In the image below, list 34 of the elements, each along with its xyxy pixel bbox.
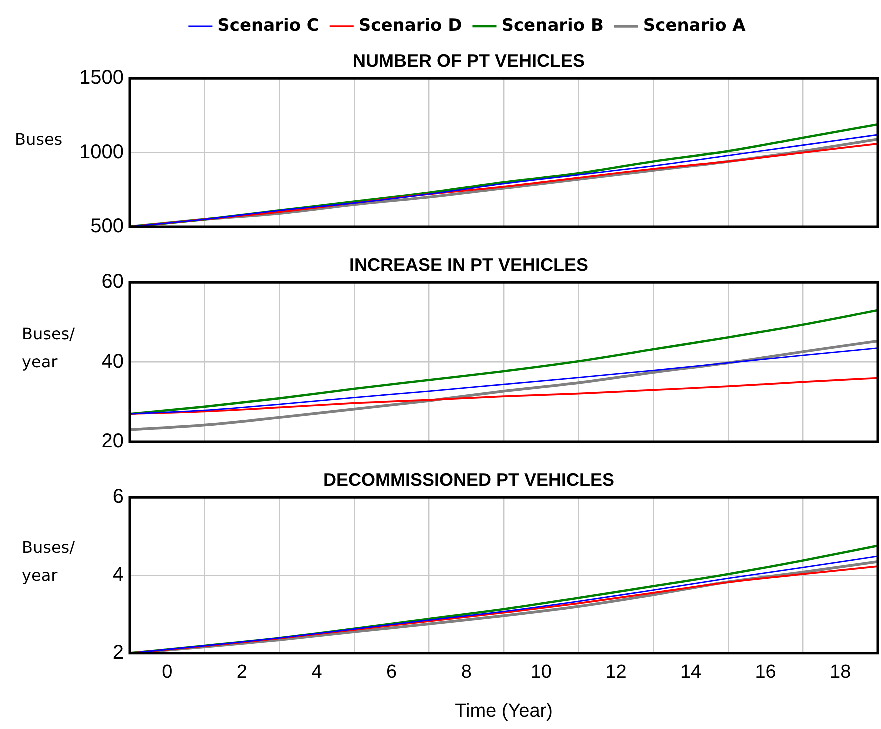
y-tick-label: 4 — [112, 564, 124, 586]
x-axis-title: Time (Year) — [455, 700, 553, 722]
x-tick-label: 4 — [312, 662, 323, 684]
y-axis-title: Buses — [15, 130, 63, 150]
chart-title: NUMBER OF PT VEHICLES — [352, 50, 586, 71]
x-tick-label: 10 — [530, 662, 552, 684]
x-tick-label: 0 — [162, 662, 173, 684]
line-series — [130, 377, 878, 416]
x-tick-label: 12 — [606, 662, 627, 684]
x-tick-label: 6 — [386, 662, 398, 684]
y-tick-label: 40 — [102, 350, 124, 373]
chart-title: INCREASE IN PT VEHICLES — [349, 254, 589, 275]
y-axis-title: Buses/year — [22, 324, 76, 372]
y-tick-label: 1000 — [80, 141, 124, 164]
x-tick-label: 14 — [680, 662, 702, 684]
x-tick-label: 18 — [830, 662, 852, 684]
y-tick-label: 60 — [102, 271, 124, 294]
x-tick-label: 8 — [461, 662, 472, 684]
y-axis-title: Buses/year — [22, 538, 76, 586]
legend-label: Scenario D — [358, 16, 462, 36]
y-tick-label: 1500 — [80, 67, 124, 90]
y-tick-label: 2 — [112, 642, 124, 664]
line-series — [130, 309, 878, 416]
legend-label: Scenario C — [218, 16, 320, 36]
chart-title: DECOMMISSIONED PT VEHICLES — [323, 470, 615, 490]
y-tick-label: 500 — [90, 216, 124, 238]
y-tick-label: 6 — [112, 486, 124, 508]
y-tick-label: 20 — [102, 430, 124, 453]
legend-label: Scenario B — [502, 16, 604, 36]
line-series — [130, 340, 878, 432]
legend-label: Scenario A — [643, 16, 747, 36]
x-tick-label: 16 — [755, 662, 776, 684]
x-tick-label: 2 — [236, 662, 248, 684]
line-series — [130, 348, 878, 415]
